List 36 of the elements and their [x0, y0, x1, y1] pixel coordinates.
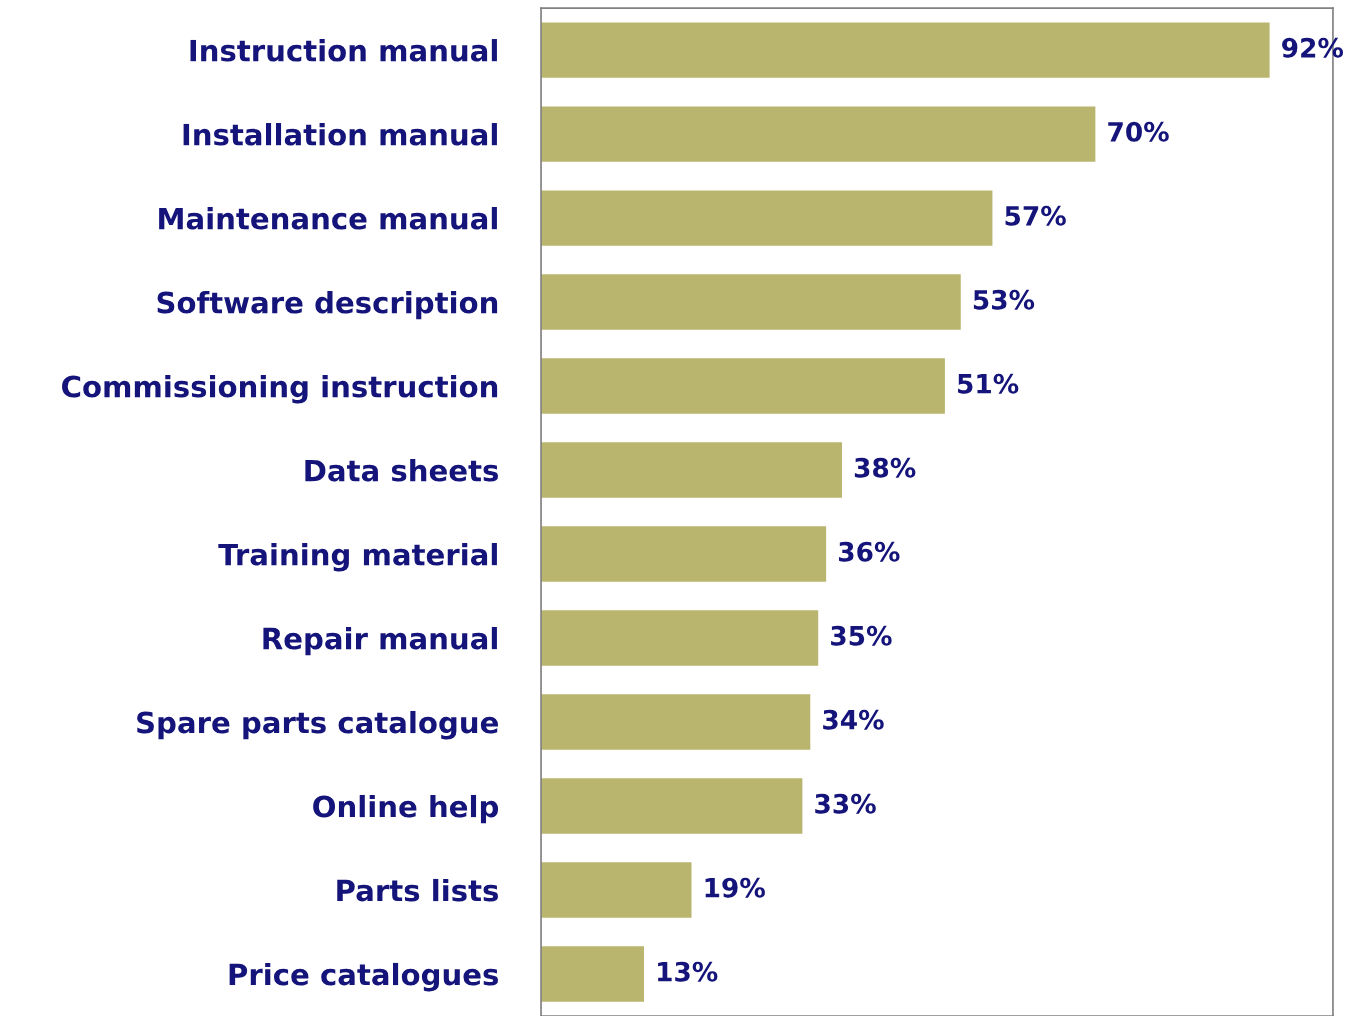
bar [541, 694, 811, 750]
y-tick-label: Online help [313, 794, 499, 824]
data-label: 13% [658, 961, 718, 982]
data-label: 36% [839, 541, 900, 562]
data-label: 38% [854, 457, 916, 478]
y-tick-label: Maintenance manual [159, 207, 497, 230]
bar [541, 358, 945, 414]
data-label: 92% [1282, 37, 1344, 58]
bar [541, 442, 842, 498]
y-tick-label: Commissioning instruction [62, 375, 498, 404]
bar [541, 22, 1270, 78]
y-tick-label: Parts lists [337, 878, 498, 902]
bar [541, 190, 993, 246]
data-label: 19% [705, 877, 765, 898]
bar [541, 274, 961, 330]
data-label: 35% [831, 625, 892, 646]
bar [541, 610, 819, 666]
bar [541, 862, 692, 918]
bar [541, 778, 803, 834]
y-tick-label: Spare parts catalogue [137, 710, 498, 740]
data-label: 57% [1005, 205, 1066, 226]
data-label: 33% [815, 793, 876, 814]
data-label: 53% [973, 289, 1035, 310]
data-label: 51% [958, 373, 1019, 394]
data-label: 70% [1108, 121, 1169, 142]
data-label: 34% [823, 709, 884, 730]
y-tick-label: Software description [157, 291, 498, 320]
bar [541, 106, 1096, 162]
y-tick-label: Training material [218, 542, 497, 572]
y-tick-label: Repair manual [263, 626, 497, 656]
y-tick-label: Price catalogues [229, 962, 498, 992]
bar [541, 946, 644, 1002]
y-tick-label: Instruction manual [190, 39, 497, 62]
bar [541, 526, 827, 582]
y-tick-label: Data sheets [305, 458, 498, 482]
y-tick-label: Installation manual [183, 123, 497, 146]
